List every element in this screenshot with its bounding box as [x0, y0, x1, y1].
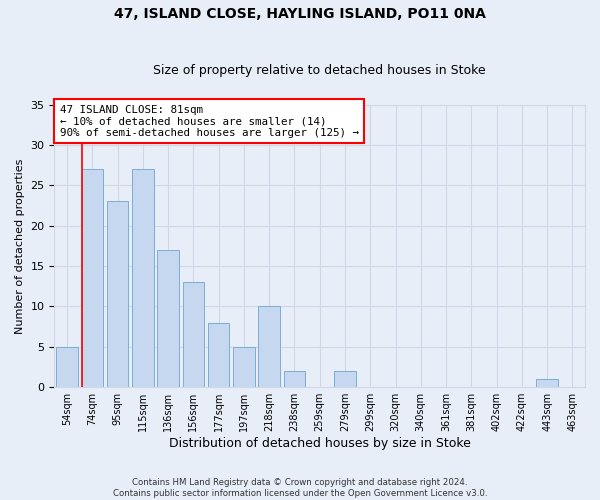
- Bar: [56, 347, 78, 387]
- X-axis label: Distribution of detached houses by size in Stoke: Distribution of detached houses by size …: [169, 437, 470, 450]
- Bar: [536, 379, 558, 387]
- Y-axis label: Number of detached properties: Number of detached properties: [15, 158, 25, 334]
- Bar: [233, 347, 254, 387]
- Text: Contains HM Land Registry data © Crown copyright and database right 2024.
Contai: Contains HM Land Registry data © Crown c…: [113, 478, 487, 498]
- Bar: [182, 282, 204, 387]
- Text: 47, ISLAND CLOSE, HAYLING ISLAND, PO11 0NA: 47, ISLAND CLOSE, HAYLING ISLAND, PO11 0…: [114, 8, 486, 22]
- Bar: [82, 169, 103, 387]
- Text: 47 ISLAND CLOSE: 81sqm
← 10% of detached houses are smaller (14)
90% of semi-det: 47 ISLAND CLOSE: 81sqm ← 10% of detached…: [60, 104, 359, 138]
- Bar: [107, 202, 128, 387]
- Bar: [157, 250, 179, 387]
- Bar: [132, 169, 154, 387]
- Bar: [259, 306, 280, 387]
- Bar: [208, 322, 229, 387]
- Bar: [284, 371, 305, 387]
- Bar: [334, 371, 356, 387]
- Title: Size of property relative to detached houses in Stoke: Size of property relative to detached ho…: [154, 64, 486, 77]
